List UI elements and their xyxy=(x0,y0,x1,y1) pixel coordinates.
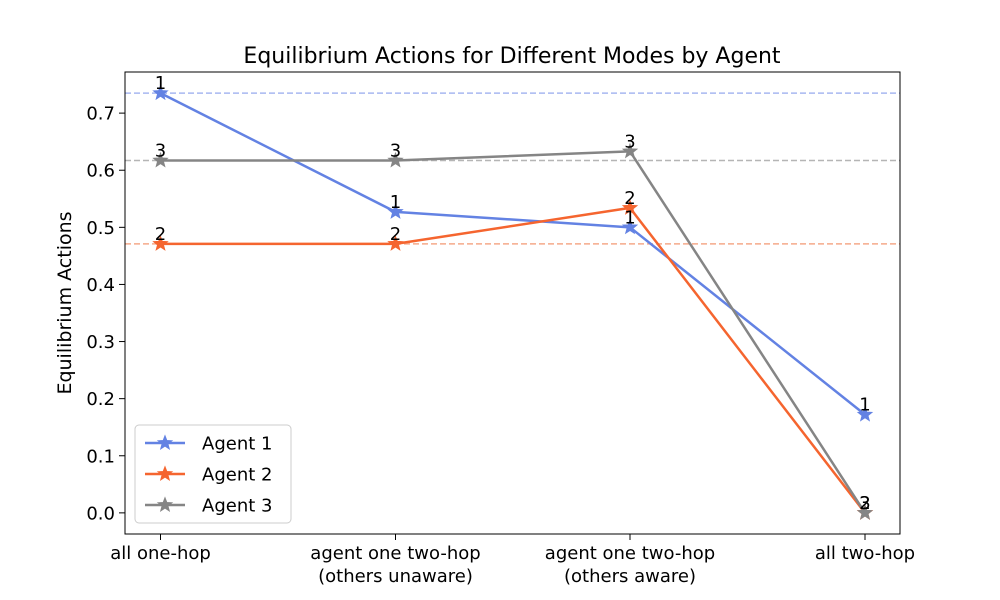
y-tick-label: 0.3 xyxy=(86,332,115,353)
series-line-agent-2 xyxy=(160,206,866,514)
legend-marker-agent-3 xyxy=(156,496,174,512)
y-tick-label: 0.7 xyxy=(86,104,115,125)
series-line-agent-3 xyxy=(160,150,867,514)
point-label-agent-3-point-1: 3 xyxy=(155,141,166,162)
point-label-agent-2-point-2: 2 xyxy=(390,224,401,245)
legend-label-agent-2: Agent 2 xyxy=(202,465,272,486)
legend-label-agent-3: Agent 3 xyxy=(202,496,272,517)
series-line-agent-1 xyxy=(159,92,866,416)
series-markers xyxy=(152,84,874,520)
y-tick-label: 0.0 xyxy=(86,503,115,524)
legend-box xyxy=(134,424,292,524)
marker-agent-1-point-4 xyxy=(856,406,874,422)
point-label-agent-3-point-2: 3 xyxy=(390,141,401,162)
marker-agent-2-point-1 xyxy=(152,235,169,251)
legend-marker-agent-2 xyxy=(156,465,174,481)
marker-agent-3-point-2 xyxy=(387,151,404,168)
x-tick-label: (others aware) xyxy=(564,566,696,587)
y-tick-label: 0.1 xyxy=(86,446,115,467)
point-label-agent-2-point-4: 2 xyxy=(859,493,870,514)
y-tick-label: 0.4 xyxy=(86,275,115,296)
marker-agent-1-point-1 xyxy=(152,84,169,101)
y-axis-label: Equilibrium Actions xyxy=(54,211,76,394)
marker-agent-3-point-4 xyxy=(856,504,874,520)
legend-label-agent-1: Agent 1 xyxy=(202,434,272,455)
legend-marker-agent-1 xyxy=(156,434,174,450)
series-lines xyxy=(159,92,867,514)
y-axis-ticks: 0.0 0.1 0.2 0.3 0.4 0.5 0.6 0.7 xyxy=(86,104,125,524)
chart-title: Equilibrium Actions for Different Modes … xyxy=(243,44,781,69)
point-label-agent-3-point-3: 3 xyxy=(624,131,635,152)
point-label-agent-1-point-2: 1 xyxy=(390,192,401,213)
x-tick-label: all two-hop xyxy=(815,543,915,564)
marker-agent-2-point-2 xyxy=(387,235,404,251)
legend: Agent 1 Agent 2 Agent 3 xyxy=(134,424,292,524)
point-label-agent-3-point-4: 3 xyxy=(859,493,870,514)
y-tick-label: 0.2 xyxy=(86,389,115,410)
x-tick-label: agent one two-hop xyxy=(310,543,480,564)
marker-agent-3-point-3 xyxy=(621,142,639,159)
point-label-agent-2-point-3: 2 xyxy=(624,188,635,209)
marker-agent-1-point-3 xyxy=(621,218,639,235)
x-tick-label: all one-hop xyxy=(110,543,211,564)
point-label-agent-1-point-4: 1 xyxy=(859,395,870,416)
x-tick-label: agent one two-hop xyxy=(545,543,715,564)
marker-agent-3-point-1 xyxy=(152,151,169,168)
y-tick-label: 0.5 xyxy=(86,218,115,239)
marker-agent-2-point-3 xyxy=(621,199,639,215)
plot-frame xyxy=(124,71,901,535)
y-tick-label: 0.6 xyxy=(86,161,115,182)
point-label-agent-1-point-3: 1 xyxy=(624,207,635,228)
marker-agent-1-point-2 xyxy=(387,203,404,219)
point-label-agent-1-point-1: 1 xyxy=(155,73,166,94)
x-axis-ticks: all one-hop agent one two-hop(others unaw… xyxy=(110,534,915,587)
point-label-agent-2-point-1: 2 xyxy=(155,224,166,245)
x-tick-label: (others unaware) xyxy=(318,566,473,587)
